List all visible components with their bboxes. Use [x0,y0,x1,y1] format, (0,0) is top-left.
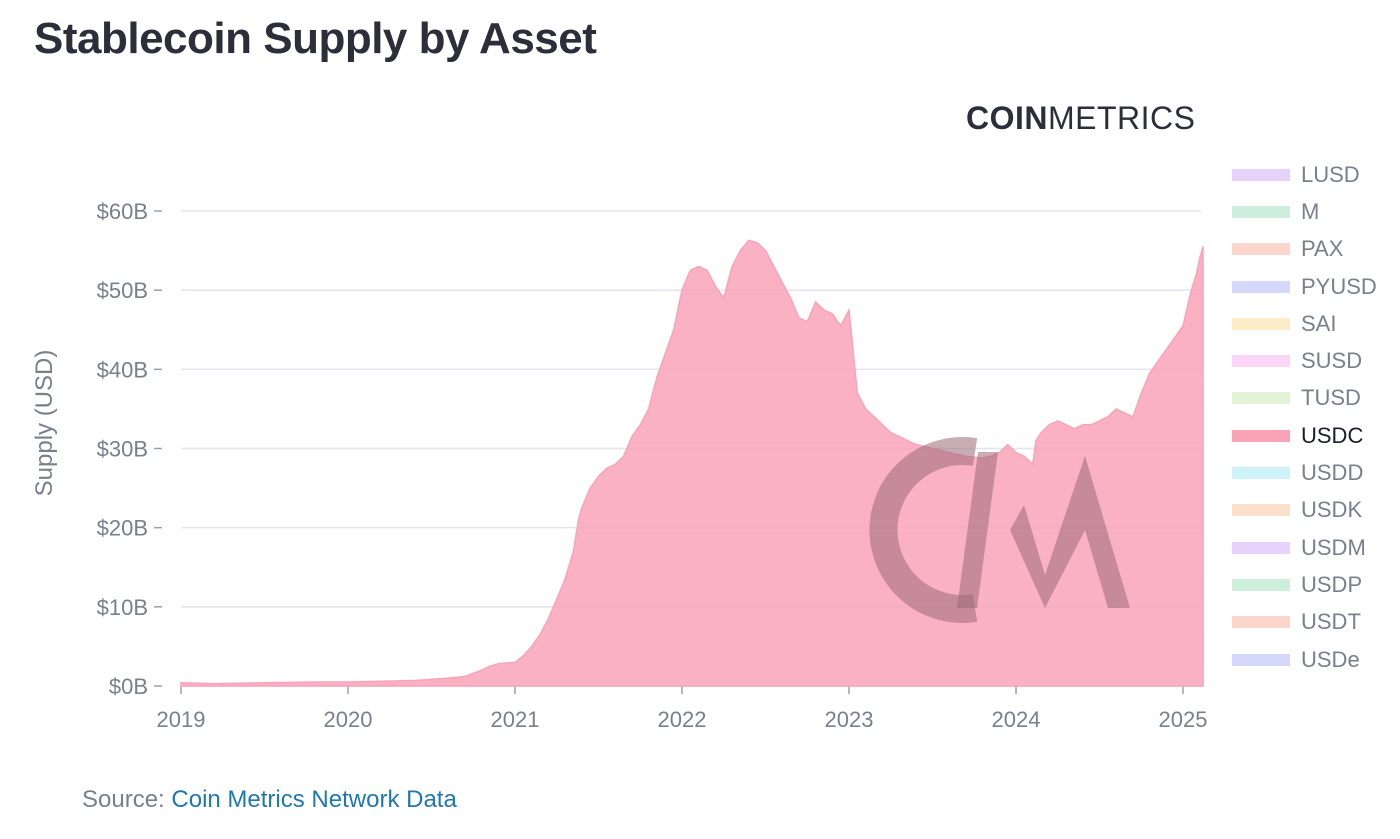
legend-swatch [1232,392,1290,405]
x-tick-label: 2023 [825,707,874,732]
y-tick-label: $50B [97,278,148,303]
legend-label: SAI [1301,310,1337,336]
logo-text-bold: COIN [966,100,1048,136]
x-tick-label: 2020 [324,707,373,732]
legend-swatch [1232,653,1290,666]
legend: LUSD M PAX PYUSD SAI SUSD TUSD USDC USDD USDK USDM… [1232,156,1377,678]
legend-item-sai[interactable]: SAI [1232,305,1377,342]
x-axis-ticks: 2019 2020 2021 2022 2023 2024 2025 [157,686,1208,732]
legend-label: USDT [1301,609,1361,635]
legend-label: SUSD [1301,348,1363,374]
legend-item-pyusd[interactable]: PYUSD [1232,268,1377,305]
y-tick-label: $60B [97,199,148,224]
legend-item-pax[interactable]: PAX [1232,231,1377,268]
legend-swatch [1232,168,1290,181]
y-tick-label: $40B [97,357,148,382]
legend-item-usdm[interactable]: USDM [1232,529,1377,566]
legend-item-usdp[interactable]: USDP [1232,566,1377,603]
legend-label: LUSD [1301,161,1360,187]
x-tick-label: 2022 [658,707,707,732]
cm-watermark-icon [869,437,1130,623]
y-axis-label: Supply (USD) [31,350,58,497]
legend-item-usde[interactable]: USDe [1232,641,1377,678]
legend-label: USDC [1301,422,1364,448]
legend-label: TUSD [1301,385,1361,411]
legend-item-m[interactable]: M [1232,193,1377,230]
legend-swatch [1232,429,1290,442]
legend-swatch [1232,616,1290,629]
legend-swatch [1232,317,1290,330]
legend-label: M [1301,198,1320,224]
series-group [180,239,1204,687]
chart-title: Stablecoin Supply by Asset [34,14,597,63]
legend-swatch [1232,280,1290,293]
legend-item-usdt[interactable]: USDT [1232,604,1377,641]
legend-label: USDK [1301,497,1363,523]
legend-label: PYUSD [1301,273,1377,299]
legend-item-susd[interactable]: SUSD [1232,342,1377,379]
x-tick-label: 2025 [1159,707,1208,732]
legend-swatch [1232,504,1290,517]
legend-swatch [1232,243,1290,256]
legend-swatch [1232,541,1290,554]
y-tick-label: $0B [109,674,148,699]
y-tick-label: $20B [97,516,148,541]
y-tick-label: $10B [97,595,148,620]
legend-label: USDe [1301,646,1360,672]
x-tick-label: 2024 [992,707,1041,732]
legend-swatch [1232,355,1290,368]
legend-label: USDP [1301,571,1363,597]
legend-item-tusd[interactable]: TUSD [1232,380,1377,417]
legend-label: USDM [1301,534,1366,560]
logo-text-light: METRICS [1048,100,1196,136]
legend-label: USDD [1301,460,1364,486]
legend-swatch [1232,205,1290,218]
legend-item-usdc[interactable]: USDC [1232,417,1377,454]
source-note: Source: Coin Metrics Network Data [82,786,457,814]
x-tick-label: 2019 [157,707,206,732]
legend-item-lusd[interactable]: LUSD [1232,156,1377,193]
x-tick-label: 2021 [491,707,540,732]
legend-label: PAX [1301,236,1344,262]
legend-item-usdk[interactable]: USDK [1232,492,1377,529]
y-axis-ticks: $0B $10B $20B $30B $40B $50B $60B [97,199,162,699]
series-area-usdc[interactable] [180,239,1204,687]
source-label: Source: [82,786,172,813]
y-tick-label: $30B [97,437,148,462]
coinmetrics-logo: COINMETRICS [966,100,1196,137]
legend-item-usdd[interactable]: USDD [1232,454,1377,491]
legend-swatch [1232,578,1290,591]
legend-swatch [1232,467,1290,480]
source-link[interactable]: Coin Metrics Network Data [171,786,457,813]
